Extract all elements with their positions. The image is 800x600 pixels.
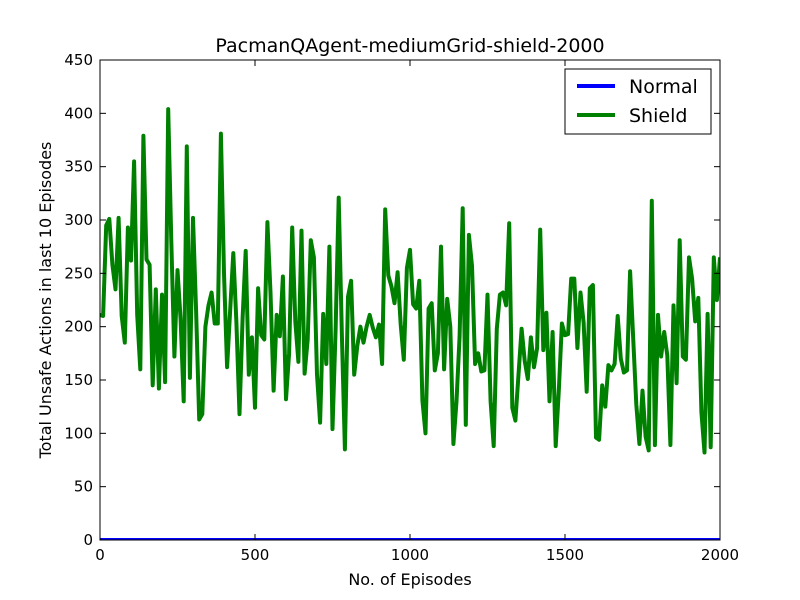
y-tick-label: 250 [64,264,93,282]
legend-box [564,68,712,135]
y-tick-label: 100 [64,424,93,442]
x-tick-label: 500 [241,546,270,564]
x-axis-label: No. of Episodes [348,570,471,589]
x-tick-label: 0 [95,546,105,564]
y-tick-label: 0 [83,531,93,549]
series-line-shield [100,107,720,455]
legend-label-normal: Normal [629,76,698,98]
y-tick-label: 200 [64,318,93,336]
y-axis-label: Total Unsafe Actions in last 10 Episodes [36,142,55,460]
y-tick-label: 350 [64,158,93,176]
chart-title: PacmanQAgent-mediumGrid-shield-2000 [215,35,604,57]
y-tick-label: 450 [64,51,93,69]
legend: Normal Shield [564,68,712,135]
y-tick-label: 50 [74,478,93,496]
y-tick-label: 400 [64,104,93,122]
x-tick-label: 1000 [391,546,429,564]
legend-label-shield: Shield [629,105,687,127]
x-tick-label: 1500 [546,546,584,564]
x-tick-label: 2000 [701,546,739,564]
y-tick-label: 150 [64,371,93,389]
y-tick-label: 300 [64,211,93,229]
